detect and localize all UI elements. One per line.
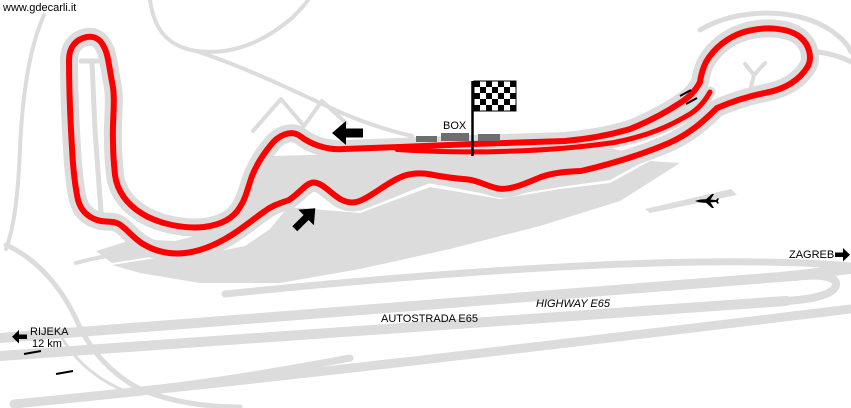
interchange-branch (74, 251, 130, 265)
highway-turnaround (782, 271, 840, 305)
pit-building (416, 136, 437, 142)
pit-building (441, 133, 469, 141)
track-outline (66, 25, 813, 257)
pit-buildings (416, 133, 500, 142)
zagreb-label: ZAGREB (789, 249, 835, 261)
runway-strip (645, 189, 737, 213)
track-marks (23, 89, 698, 375)
pit-building (478, 134, 500, 141)
rijeka-left-arrow-icon (12, 330, 27, 344)
interchange-inner-loop (56, 329, 134, 396)
interchange-loop (3, 242, 243, 408)
autostrada-band (9, 304, 851, 408)
rijeka-distance-label: 12 km (32, 338, 62, 350)
access-road-west (4, 13, 46, 251)
east-exit-road (815, 49, 851, 65)
interchange-ramp (138, 354, 354, 394)
airplane-icon (695, 194, 719, 208)
access-road-top (148, 0, 310, 54)
south-apron-area (112, 161, 680, 283)
teardrop-outer-road (697, 10, 851, 55)
highway-lower-band (0, 296, 791, 361)
rijeka-label: RIJEKA (30, 326, 69, 338)
zagreb-right-arrow-icon (835, 248, 850, 262)
crossing-tick-marks (23, 350, 74, 375)
flag-checker (473, 80, 517, 112)
highway-label: HIGHWAY E65 (536, 298, 610, 310)
pit-straight-parallel-line (394, 89, 713, 155)
zagreb-road-band (221, 258, 851, 298)
pit-box-label: BOX (443, 120, 467, 132)
watermark: www.gdecarli.it (3, 2, 77, 14)
sector-tick-marks (679, 89, 698, 105)
autostrada-label: AUTOSTRADA E65 (381, 313, 478, 325)
finish-flag-icon (471, 80, 517, 156)
travel-direction-west-arrow-icon (332, 121, 363, 145)
travel-direction-northeast-arrow-icon (292, 208, 316, 232)
race-track (66, 25, 813, 257)
access-road-zigzag (251, 97, 348, 133)
